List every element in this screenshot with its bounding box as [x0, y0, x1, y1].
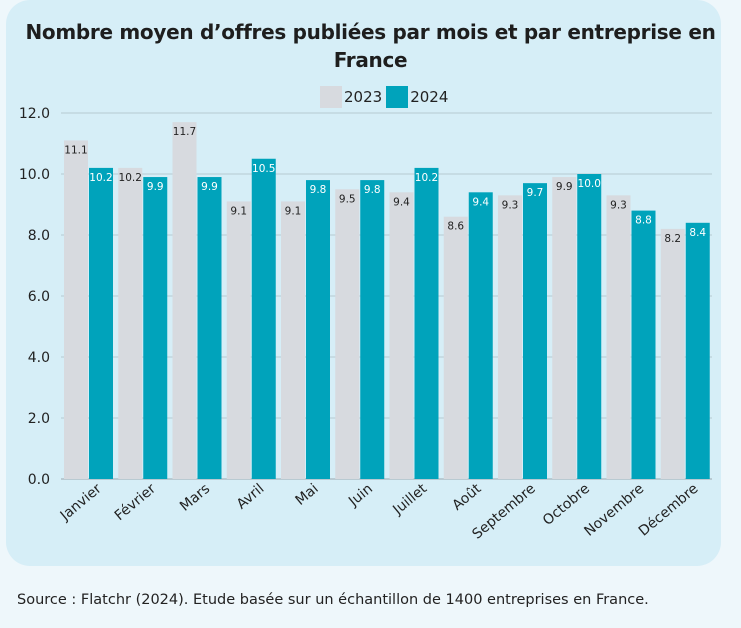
bar-2024	[89, 167, 113, 479]
legend-item-2023: 2023	[320, 86, 382, 108]
bar-2024	[360, 180, 385, 479]
y-tick-label: 10.0	[19, 167, 50, 183]
bar-chart: 0.0 2.0 4.0 6.0 8.0 10.0 12.0 11.1 10.2 Janvier 10…	[19, 106, 712, 543]
bar-2024	[197, 177, 222, 480]
bar-2023	[172, 122, 197, 480]
legend-swatch-2024	[386, 86, 409, 108]
bar-2024	[631, 210, 656, 479]
source-note: Source : Flatchr (2024). Etude basée sur…	[17, 592, 649, 608]
bar-2024	[414, 167, 439, 479]
bar-2023	[226, 201, 251, 479]
data-label-2023: 10.2	[119, 172, 142, 184]
x-tick-label: Juillet	[389, 480, 430, 518]
x-tick-label: Janvier	[57, 481, 105, 525]
bar-2023	[281, 201, 305, 479]
x-tick-label: Octobre	[540, 481, 593, 529]
data-label-2023: 8.2	[664, 233, 681, 245]
data-label-2023: 9.3	[610, 199, 627, 211]
data-label-2024: 9.9	[201, 181, 218, 193]
data-label-2023: 9.1	[230, 205, 247, 217]
data-label-2023: 11.1	[64, 144, 87, 156]
data-label-2024: 10.5	[252, 163, 275, 175]
data-label-2023: 9.5	[339, 193, 356, 205]
x-tick-label: Mars	[177, 481, 213, 515]
x-tick-label: Février	[112, 481, 159, 524]
bar-2024	[685, 222, 710, 480]
y-tick-label: 2.0	[28, 411, 50, 427]
bar-2024	[143, 177, 168, 480]
x-tick-label: Août	[449, 480, 484, 513]
data-label-2024: 9.9	[147, 181, 164, 193]
x-tick-label: Décembre	[636, 481, 702, 540]
bar-2023	[443, 216, 468, 479]
bar-2023	[552, 177, 577, 480]
data-label-2023: 9.3	[502, 199, 519, 211]
data-label-2024: 9.4	[472, 196, 489, 208]
data-label-2023: 11.7	[173, 126, 196, 138]
data-label-2024: 8.8	[635, 215, 652, 227]
data-label-2023: 8.6	[447, 221, 464, 233]
y-tick-label: 6.0	[28, 289, 50, 305]
data-label-2023: 9.1	[285, 205, 302, 217]
bar-2023	[335, 189, 360, 479]
bar-2023	[118, 167, 143, 479]
bar-2024	[468, 192, 493, 480]
bar-2024	[251, 158, 276, 479]
data-label-2024: 9.8	[364, 184, 381, 196]
bar-2023	[64, 140, 88, 479]
data-label-2023: 9.9	[556, 181, 573, 193]
y-tick-label: 4.0	[28, 350, 50, 366]
x-tick-label: Avril	[234, 481, 268, 513]
data-label-2024: 9.7	[527, 187, 544, 199]
data-label-2024: 10.2	[415, 172, 438, 184]
bar-2023	[389, 192, 414, 480]
x-tick-label: Mai	[293, 481, 322, 509]
x-tick-label: Juin	[345, 481, 376, 510]
legend-label-2024: 2024	[410, 88, 449, 106]
y-tick-label: 0.0	[28, 472, 50, 488]
bar-2024	[306, 180, 330, 479]
bar-2023	[498, 195, 522, 479]
y-tick-label: 12.0	[19, 106, 50, 122]
legend-label-2023: 2023	[344, 88, 383, 106]
data-label-2023: 9.4	[393, 196, 410, 208]
y-tick-label: 8.0	[28, 228, 50, 244]
bar-2024	[577, 174, 602, 479]
data-label-2024: 10.0	[578, 178, 601, 190]
chart-legend: 2023 2024	[320, 86, 452, 108]
bar-2023	[660, 228, 685, 479]
data-label-2024: 10.2	[89, 172, 112, 184]
data-label-2024: 9.8	[310, 184, 327, 196]
x-tick-label: Novembre	[581, 481, 647, 540]
bar-2024	[523, 183, 547, 479]
data-label-2024: 8.4	[689, 227, 706, 239]
legend-item-2024: 2024	[386, 86, 448, 108]
legend-swatch-2023	[320, 86, 342, 108]
bar-2023	[606, 195, 631, 479]
chart-title: Nombre moyen d’offres publiées par mois …	[25, 20, 716, 72]
